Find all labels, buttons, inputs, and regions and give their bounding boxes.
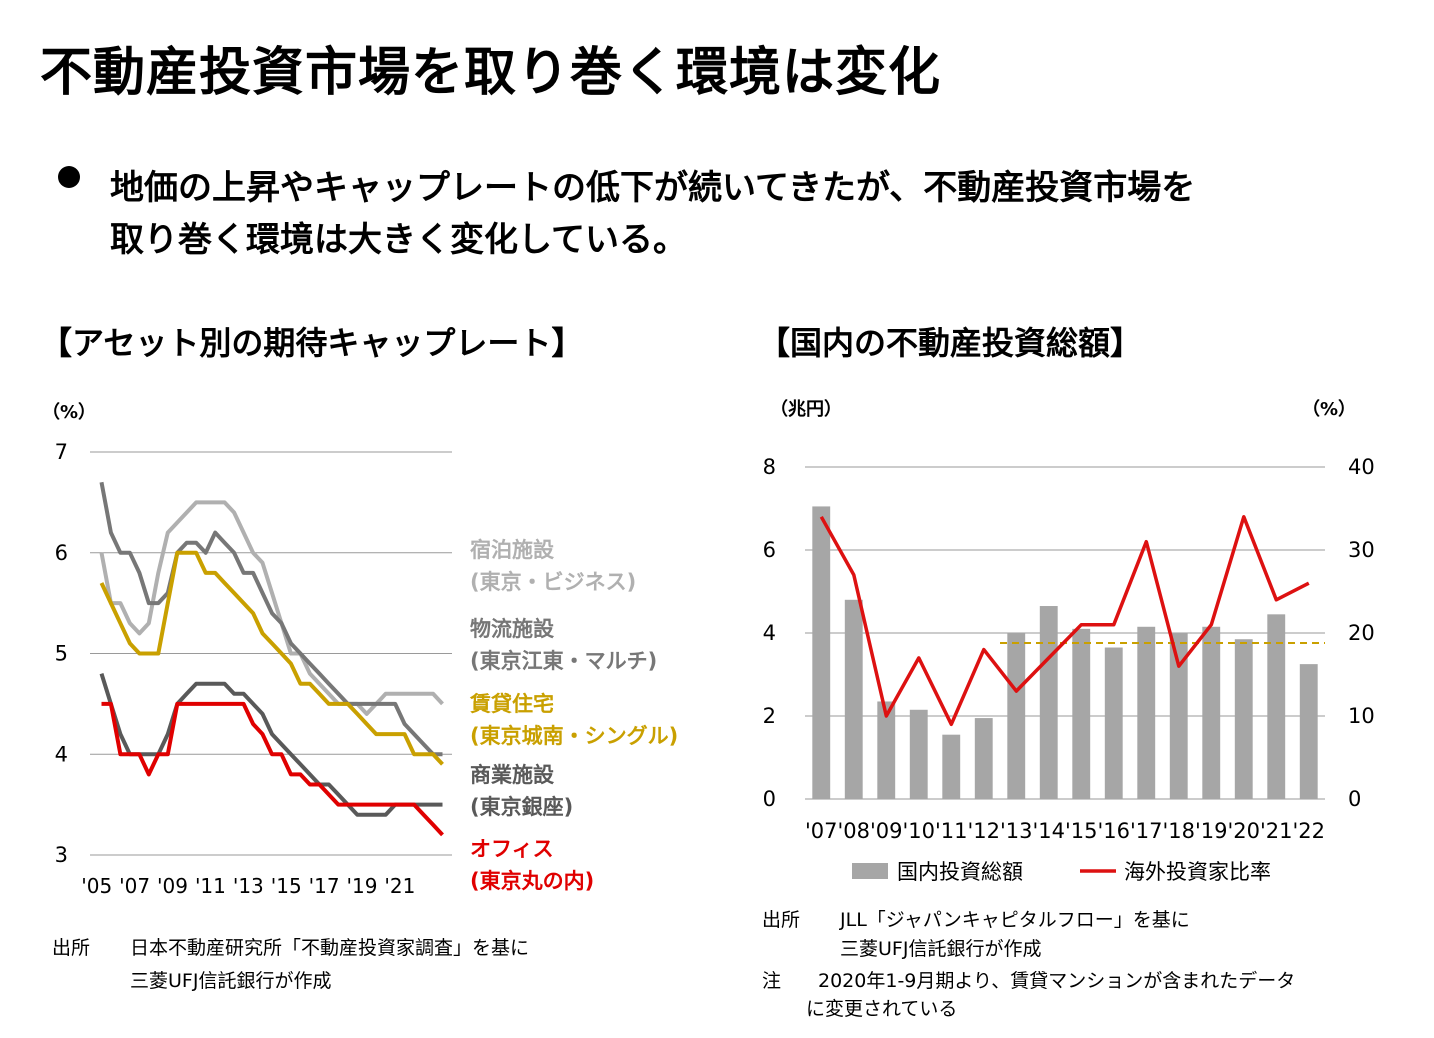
cap-rate-x-tick: '07 xyxy=(119,874,150,898)
investment-source-label: 出所 xyxy=(762,909,801,931)
investment-note-label: 注 xyxy=(762,970,782,992)
cap-rate-line-office xyxy=(101,701,444,837)
investment-y-left-tick: 0 xyxy=(763,787,776,811)
investment-x-tick: '12 xyxy=(968,819,1001,843)
cap-rate-source-line-2: 三菱UFJ信託銀行が作成 xyxy=(130,970,332,992)
investment-bar xyxy=(844,599,863,799)
cap-rate-sublabel-hotel: (東京・ビジネス) xyxy=(470,570,636,594)
bullet-text-line-1: 地価の上昇やキャップレートの低下が続いてきたが、不動産投資市場を xyxy=(110,168,1196,208)
investment-x-tick: '20 xyxy=(1228,819,1261,843)
cap-rate-x-tick: '05 xyxy=(81,874,112,898)
investment-source-line-2: 三菱UFJ信託銀行が作成 xyxy=(840,938,1042,960)
cap-rate-line-residential xyxy=(99,550,444,766)
investment-y-right-tick: 30 xyxy=(1348,538,1375,562)
cap-rate-y-tick: 5 xyxy=(55,642,68,666)
legend-bar-swatch xyxy=(852,863,888,879)
investment-bar xyxy=(1202,626,1221,799)
cap-rate-chart-title: 【アセット別の期待キャップレート】 xyxy=(40,324,584,362)
investment-y-right-tick: 20 xyxy=(1348,621,1375,645)
cap-rate-sublabel-retail: (東京銀座) xyxy=(470,795,573,819)
cap-rate-source-label: 出所 xyxy=(52,937,91,959)
investment-y-right-tick: 40 xyxy=(1348,455,1375,479)
investment-bar xyxy=(974,718,993,799)
investment-y-left-tick: 4 xyxy=(763,621,776,645)
cap-rate-x-tick: '19 xyxy=(347,874,378,898)
cap-rate-x-tick: '13 xyxy=(233,874,264,898)
investment-x-tick: '08 xyxy=(838,819,871,843)
investment-x-tick: '13 xyxy=(1000,819,1033,843)
investment-x-tick: '15 xyxy=(1065,819,1098,843)
investment-y-right-unit: （%） xyxy=(1302,399,1357,420)
investment-source-line-1: JLL「ジャパンキャピタルフロー」を基に xyxy=(840,909,1190,931)
cap-rate-line-logistics xyxy=(99,481,443,757)
cap-rate-sublabel-residential: (東京城南・シングル) xyxy=(470,724,678,748)
investment-x-tick: '19 xyxy=(1195,819,1228,843)
investment-x-tick: '10 xyxy=(903,819,936,843)
cap-rate-x-tick: '17 xyxy=(309,874,340,898)
investment-bar xyxy=(1299,664,1318,799)
investment-x-tick: '21 xyxy=(1260,819,1293,843)
investment-y-left-tick: 8 xyxy=(763,455,776,479)
investment-y-left-unit: （兆円） xyxy=(770,399,842,420)
investment-chart-title: 【国内の不動産投資総額】 xyxy=(758,324,1143,362)
investment-bar xyxy=(877,701,896,799)
investment-bar xyxy=(1137,626,1156,799)
investment-bar xyxy=(1039,606,1058,799)
investment-bar xyxy=(812,506,831,799)
cap-rate-x-tick: '11 xyxy=(195,874,226,898)
cap-rate-label-retail: 商業施設 xyxy=(470,763,555,787)
cap-rate-source-line-1: 日本不動産研究所「不動産投資家調査」を基に xyxy=(130,937,530,959)
cap-rate-sublabel-office: (東京丸の内) xyxy=(470,869,594,893)
investment-bar xyxy=(909,709,928,799)
investment-x-tick: '09 xyxy=(870,819,903,843)
investment-x-tick: '18 xyxy=(1163,819,1196,843)
investment-x-tick: '16 xyxy=(1098,819,1131,843)
cap-rate-line-hotel xyxy=(99,500,444,716)
legend-line-label: 海外投資家比率 xyxy=(1124,860,1271,884)
investment-x-tick: '22 xyxy=(1293,819,1326,843)
investment-note-line-2: に変更されている xyxy=(806,998,958,1020)
cap-rate-y-tick: 7 xyxy=(55,440,68,464)
cap-rate-sublabel-logistics: (東京江東・マルチ) xyxy=(470,649,657,673)
cap-rate-label-residential: 賃貸住宅 xyxy=(469,692,554,716)
cap-rate-y-tick: 3 xyxy=(55,843,68,867)
investment-y-right-tick: 10 xyxy=(1348,704,1375,728)
legend-bar-label: 国内投資総額 xyxy=(897,860,1023,884)
cap-rate-x-tick: '09 xyxy=(157,874,188,898)
investment-bar xyxy=(1169,633,1188,799)
investment-note-line-1: 2020年1-9月期より、賃貸マンションが含まれたデータ xyxy=(818,970,1296,992)
investment-y-left-tick: 6 xyxy=(763,538,776,562)
bullet-dot xyxy=(58,166,80,188)
bullet-text-line-2: 取り巻く環境は大きく変化している。 xyxy=(110,220,687,260)
investment-bar xyxy=(942,734,961,799)
cap-rate-label-hotel: 宿泊施設 xyxy=(470,538,555,562)
cap-rate-label-office: オフィス xyxy=(470,837,554,861)
investment-foreign-ratio-line xyxy=(819,515,1310,727)
investment-bar xyxy=(1007,633,1026,799)
page-title: 不動産投資市場を取り巻く環境は変化 xyxy=(40,43,942,103)
cap-rate-y-tick: 4 xyxy=(55,742,68,766)
investment-bar xyxy=(1104,647,1123,799)
investment-y-right-tick: 0 xyxy=(1348,787,1361,811)
investment-y-left-tick: 2 xyxy=(763,704,776,728)
investment-x-tick: '14 xyxy=(1033,819,1066,843)
cap-rate-y-unit: （%） xyxy=(42,402,97,423)
cap-rate-label-logistics: 物流施設 xyxy=(470,617,555,641)
cap-rate-x-tick: '15 xyxy=(271,874,302,898)
investment-x-tick: '17 xyxy=(1130,819,1163,843)
cap-rate-x-tick: '21 xyxy=(384,874,415,898)
investment-bar xyxy=(1267,614,1286,799)
investment-bar xyxy=(1072,628,1091,799)
investment-bar xyxy=(1234,639,1253,799)
investment-x-tick: '07 xyxy=(805,819,838,843)
cap-rate-y-tick: 6 xyxy=(55,541,68,565)
investment-x-tick: '11 xyxy=(935,819,968,843)
